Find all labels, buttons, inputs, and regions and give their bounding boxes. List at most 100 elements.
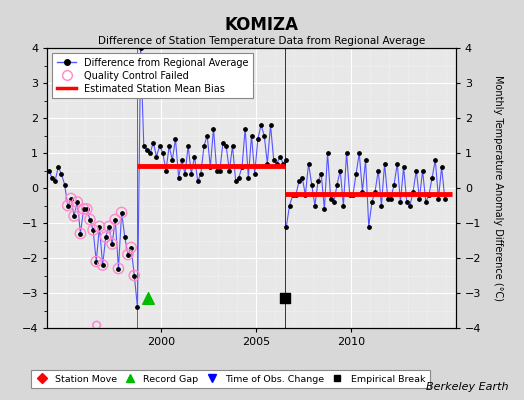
Point xyxy=(422,199,430,205)
Point xyxy=(136,45,145,51)
Point xyxy=(121,234,129,240)
Point xyxy=(133,304,141,310)
Point xyxy=(384,195,392,202)
Point xyxy=(355,150,364,156)
Point xyxy=(304,160,313,167)
Point xyxy=(431,157,440,163)
Point xyxy=(86,216,94,223)
Point xyxy=(143,146,151,153)
Point xyxy=(396,199,405,205)
Point xyxy=(374,167,383,174)
Point xyxy=(95,223,104,230)
Point xyxy=(127,244,135,251)
Point xyxy=(162,167,170,174)
Point xyxy=(99,262,107,268)
Point xyxy=(412,167,420,174)
Point xyxy=(63,202,72,209)
Point xyxy=(292,192,300,198)
Point xyxy=(434,195,443,202)
Point xyxy=(399,164,408,170)
Point xyxy=(365,223,373,230)
Point xyxy=(67,195,75,202)
Point xyxy=(124,251,132,258)
Point xyxy=(156,143,164,149)
Point xyxy=(219,139,227,146)
Point xyxy=(190,153,199,160)
Point xyxy=(225,167,234,174)
Point xyxy=(348,192,357,198)
Point xyxy=(269,157,278,163)
Point xyxy=(301,192,310,198)
Point xyxy=(254,136,262,142)
Point xyxy=(89,227,97,233)
Point xyxy=(428,174,436,181)
Point xyxy=(124,251,132,258)
Point xyxy=(333,181,341,188)
Text: Difference of Station Temperature Data from Regional Average: Difference of Station Temperature Data f… xyxy=(99,36,425,46)
Point xyxy=(95,223,104,230)
Point xyxy=(308,181,316,188)
Point xyxy=(362,157,370,163)
Point xyxy=(380,160,389,167)
Point xyxy=(54,164,62,170)
Point xyxy=(139,143,148,149)
Point xyxy=(314,178,322,184)
Point xyxy=(415,195,423,202)
Point xyxy=(152,153,161,160)
Point xyxy=(70,213,78,219)
Point xyxy=(266,122,275,128)
Point xyxy=(73,199,81,205)
Point xyxy=(57,171,66,177)
Legend: Difference from Regional Average, Quality Control Failed, Estimated Station Mean: Difference from Regional Average, Qualit… xyxy=(52,53,254,98)
Point xyxy=(92,322,101,328)
Point xyxy=(117,209,126,216)
Point xyxy=(80,206,88,212)
Point xyxy=(108,241,116,247)
Point xyxy=(280,295,289,302)
Point xyxy=(181,171,189,177)
Point xyxy=(70,213,78,219)
Point xyxy=(279,160,287,167)
Point xyxy=(247,132,256,139)
Point xyxy=(89,227,97,233)
Point xyxy=(117,209,126,216)
Point xyxy=(387,195,395,202)
Point xyxy=(216,167,224,174)
Point xyxy=(358,188,367,195)
Point xyxy=(76,230,84,237)
Point xyxy=(323,150,332,156)
Point xyxy=(377,202,386,209)
Point xyxy=(83,206,91,212)
Point xyxy=(63,202,72,209)
Point xyxy=(260,132,268,139)
Point xyxy=(67,195,75,202)
Point xyxy=(200,143,208,149)
Point xyxy=(339,202,347,209)
Point xyxy=(99,262,107,268)
Point xyxy=(371,188,379,195)
Point xyxy=(238,164,246,170)
Point xyxy=(241,125,249,132)
Point xyxy=(250,171,259,177)
Point xyxy=(228,143,237,149)
Point xyxy=(144,295,152,302)
Point xyxy=(438,164,446,170)
Point xyxy=(108,241,116,247)
Y-axis label: Monthly Temperature Anomaly Difference (°C): Monthly Temperature Anomaly Difference (… xyxy=(493,75,503,301)
Point xyxy=(114,265,123,272)
Point xyxy=(441,195,449,202)
Point xyxy=(213,167,221,174)
Point xyxy=(317,171,325,177)
Point xyxy=(352,171,361,177)
Legend: Station Move, Record Gap, Time of Obs. Change, Empirical Break: Station Move, Record Gap, Time of Obs. C… xyxy=(31,370,430,388)
Point xyxy=(342,150,351,156)
Point xyxy=(336,167,344,174)
Point xyxy=(76,230,84,237)
Point xyxy=(171,136,180,142)
Point xyxy=(345,192,354,198)
Point xyxy=(184,143,192,149)
Point xyxy=(149,139,158,146)
Point xyxy=(289,192,297,198)
Point xyxy=(146,150,155,156)
Point xyxy=(244,174,253,181)
